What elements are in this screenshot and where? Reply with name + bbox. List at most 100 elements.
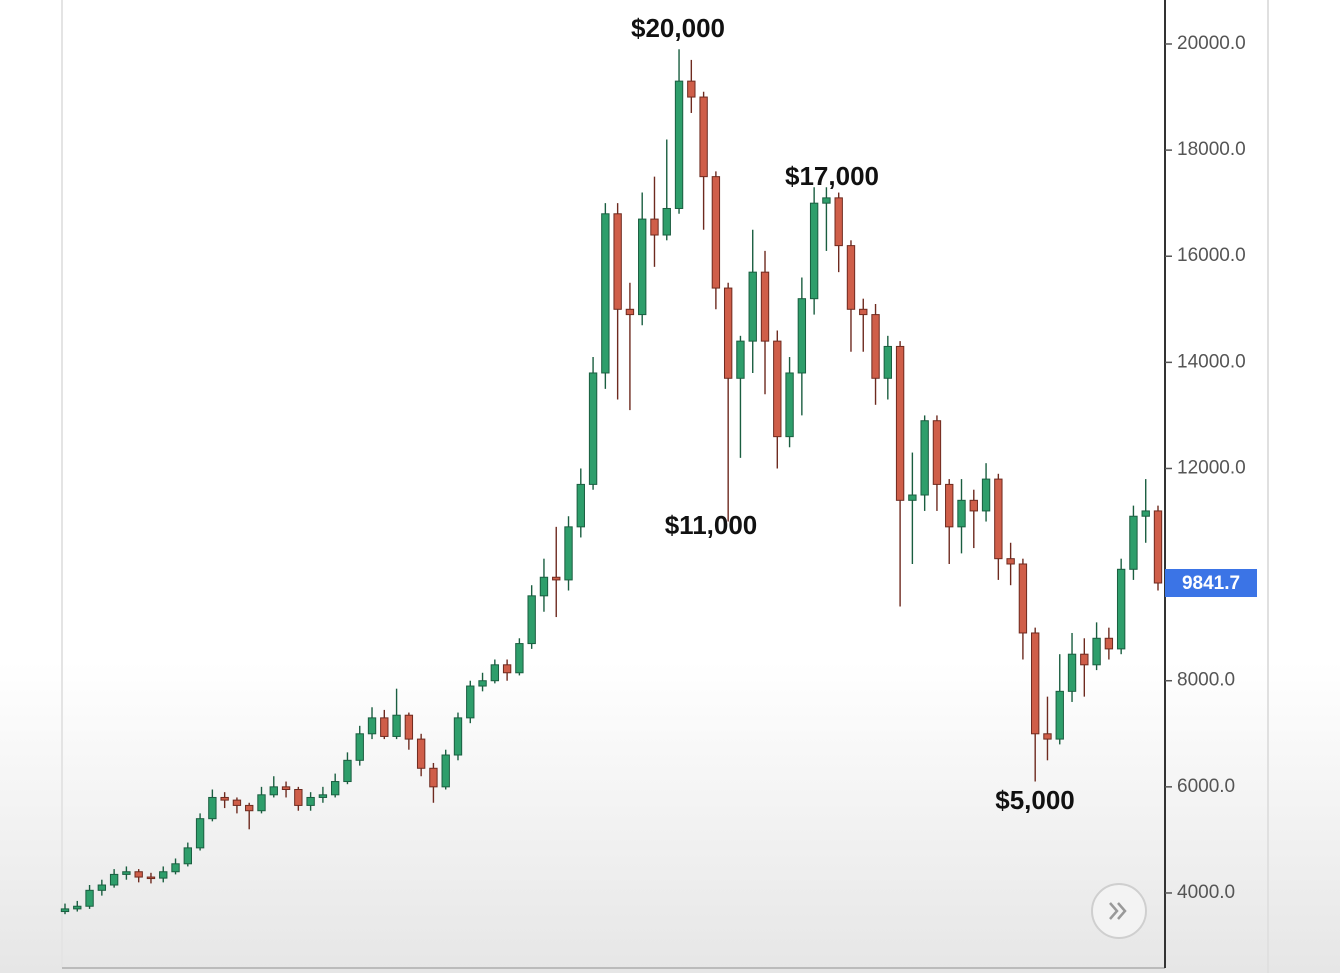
candle-body	[674, 80, 684, 209]
y-tick-label: 12000.0	[1177, 457, 1246, 478]
candle-body	[736, 340, 745, 379]
candle-body	[1067, 653, 1077, 692]
candle-body	[1116, 568, 1126, 650]
candle-body	[564, 526, 573, 581]
candle-body	[490, 664, 500, 682]
candle-body	[1104, 637, 1114, 650]
candle-body	[60, 908, 70, 913]
price-annotation: $20,000	[631, 13, 725, 43]
y-tick-label: 14000.0	[1177, 351, 1246, 372]
candle-body	[183, 847, 192, 865]
candle-body	[171, 863, 180, 873]
candle-body	[146, 876, 156, 880]
candle-body	[846, 245, 856, 310]
candle-body	[1031, 632, 1040, 735]
price-annotation: $17,000	[785, 161, 879, 191]
candle-body	[1006, 558, 1015, 565]
candle-body	[699, 96, 708, 178]
candle-body	[502, 664, 512, 674]
candle-body	[1018, 563, 1028, 634]
candle-body	[527, 595, 536, 645]
y-tick-label: 6000.0	[1177, 776, 1235, 797]
candle-body	[908, 494, 917, 501]
candle-body	[588, 372, 598, 485]
candle-body	[429, 767, 438, 788]
candle-body	[159, 871, 168, 879]
candle-body	[134, 871, 143, 878]
candle-body	[625, 308, 635, 316]
candle-body	[257, 794, 266, 812]
candle-body	[945, 483, 954, 528]
candle-body	[883, 345, 893, 379]
candle-body	[785, 372, 794, 438]
candle-body	[1129, 515, 1138, 570]
candle-body	[822, 197, 831, 204]
candle-body	[969, 499, 978, 512]
candle-body	[662, 207, 671, 236]
candle-body	[932, 420, 942, 485]
candle-body	[122, 871, 131, 875]
candle-body	[269, 786, 278, 796]
candle-body	[1153, 510, 1163, 584]
candle-body	[552, 576, 561, 581]
candle-body	[981, 478, 991, 512]
candle-body	[343, 759, 352, 783]
candle-body	[318, 794, 328, 798]
candle-body	[404, 714, 414, 740]
candle-body	[834, 197, 843, 247]
candle-body	[441, 754, 450, 788]
candle-body	[613, 213, 622, 310]
candle-body	[1043, 733, 1052, 740]
scroll-button-icon[interactable]	[1109, 902, 1127, 920]
candle-body	[208, 796, 217, 820]
last-price-tag	[1165, 569, 1257, 598]
candle-body	[760, 271, 770, 342]
candle-body	[797, 298, 807, 374]
candle-body	[809, 202, 819, 300]
candle-body	[416, 738, 426, 769]
candle-body	[330, 781, 340, 796]
scroll-button-circle[interactable]	[1091, 883, 1147, 939]
candle-body	[920, 420, 929, 496]
y-tick-label: 20000.0	[1177, 33, 1246, 54]
candle-body	[515, 643, 524, 674]
candle-body	[638, 218, 647, 316]
last-price-label: 9841.7	[1182, 573, 1240, 594]
price-annotation: $11,000	[665, 510, 758, 540]
candle-body	[994, 478, 1003, 560]
y-tick-label: 8000.0	[1177, 670, 1235, 691]
candle-body	[367, 717, 377, 735]
candle-body	[748, 271, 757, 342]
candle-body	[478, 680, 487, 687]
candle-body	[687, 80, 696, 98]
candle-body	[281, 786, 291, 791]
candle-body	[392, 714, 401, 737]
candle-body	[957, 499, 966, 528]
candle-body	[109, 873, 119, 886]
scroll-button[interactable]	[1091, 883, 1147, 939]
y-tick-label: 16000.0	[1177, 245, 1246, 266]
candle-body	[723, 287, 733, 379]
candle-body	[711, 176, 721, 289]
price-annotation: $5,000	[995, 785, 1075, 815]
candle-body	[871, 314, 880, 379]
candle-body	[245, 804, 254, 812]
candle-body	[306, 796, 315, 806]
candle-body	[85, 889, 94, 907]
candle-body	[73, 905, 82, 910]
candle-body	[195, 818, 205, 849]
y-tick-label: 18000.0	[1177, 139, 1246, 160]
candle-body	[895, 345, 905, 501]
candle-body	[773, 340, 782, 438]
candle-body	[539, 576, 549, 597]
candle-body	[1141, 510, 1150, 517]
candle-body	[232, 799, 242, 806]
candle-body	[355, 733, 364, 761]
candle-body	[576, 483, 585, 528]
candle-body	[1055, 690, 1064, 740]
candle-body	[97, 884, 107, 891]
candle-body	[466, 685, 475, 719]
